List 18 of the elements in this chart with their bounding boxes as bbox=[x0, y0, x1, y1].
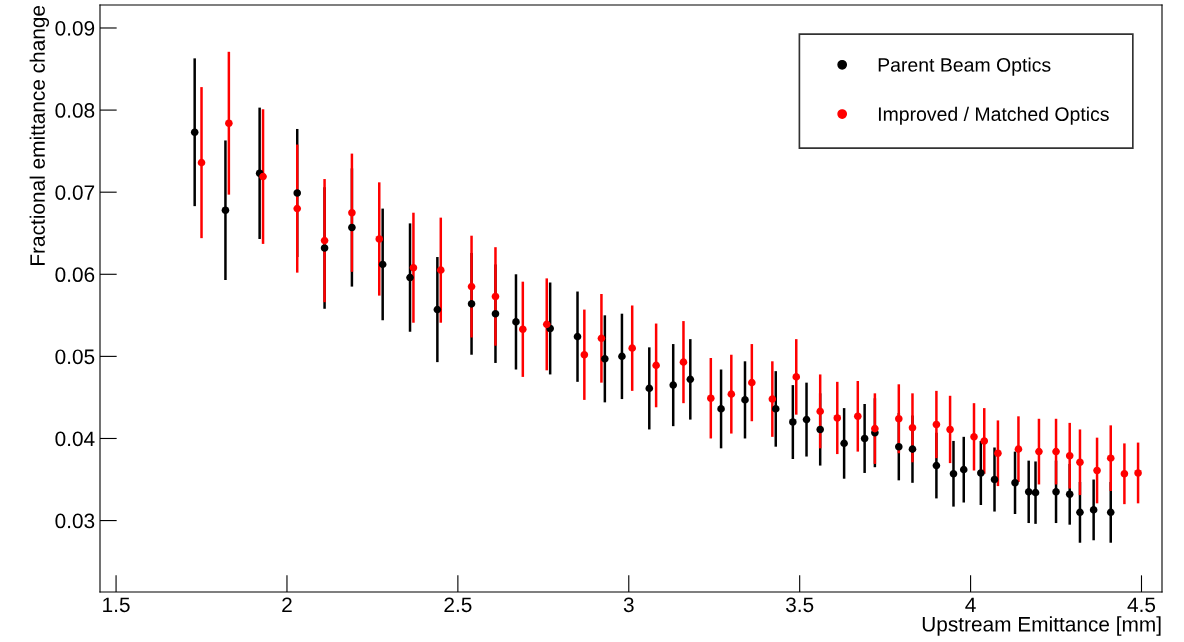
x-tick-label: 3.5 bbox=[786, 597, 814, 613]
legend-label: Improved / Matched Optics bbox=[878, 106, 1109, 125]
y-tick-label: 0.09 bbox=[55, 20, 95, 36]
y-tick-label: 0.03 bbox=[55, 513, 95, 529]
y-tick-label: 0.07 bbox=[55, 185, 95, 200]
x-tick-label: 2 bbox=[282, 597, 292, 612]
x-tick-label: 4.5 bbox=[1127, 597, 1156, 613]
x-axis-title: Upstream Emittance [mm] bbox=[922, 616, 1161, 636]
x-tick-label: 3 bbox=[623, 597, 634, 613]
x-tick-label: 2.5 bbox=[444, 597, 472, 613]
y-axis-title: Fractional emittance change bbox=[29, 5, 50, 265]
y-tick-label: 0.04 bbox=[55, 431, 95, 447]
y-tick-label: 0.08 bbox=[55, 103, 95, 118]
legend-label: Parent Beam Optics bbox=[878, 57, 1051, 76]
x-tick-label: 4 bbox=[965, 597, 976, 612]
x-tick-label: 1.5 bbox=[103, 597, 130, 613]
y-tick-label: 0.06 bbox=[55, 267, 95, 283]
y-tick-label: 0.05 bbox=[55, 349, 95, 365]
